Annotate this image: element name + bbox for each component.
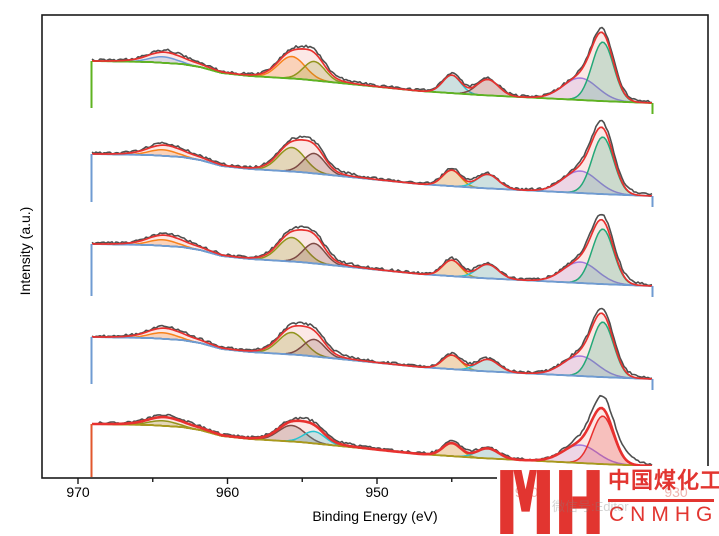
logo-latin-text: CNMHG [609, 503, 719, 526]
x-tick-label-960: 960 [215, 484, 240, 500]
spectrum-4-envelope [91, 312, 653, 380]
x-axis-label: Binding Energy (eV) [312, 508, 438, 524]
y-axis-label: Intensity (a.u.) [17, 206, 33, 296]
spectrum-5-envelope [92, 406, 653, 468]
x-tick-label-970: 970 [66, 484, 90, 500]
mh-monogram-icon [500, 470, 600, 534]
spectrum-2-raw-data [91, 119, 653, 196]
spectrum-2-envelope [91, 126, 653, 197]
spectrum-2-component-fill-7 [92, 154, 652, 196]
spectrum-1-component-fill-8 [92, 42, 652, 103]
spectrum-1-component-fill-7 [92, 61, 652, 103]
brand-logo: 微信号:Editor 中国煤化工 CNMHG [497, 462, 719, 536]
spectrum-1-envelope [91, 31, 653, 104]
spectrum-2-component-fill-8 [92, 137, 652, 196]
spectrum-5-component-fill-7 [92, 424, 652, 466]
spectrum-3-envelope [91, 218, 653, 287]
spectrum-4-raw-data [91, 307, 653, 380]
spectrum-4-component-fill-8 [92, 322, 652, 379]
logo-underline [608, 499, 714, 502]
spectrum-3-component-fill-7 [92, 244, 652, 286]
spectrum-4-component-fill-7 [92, 337, 652, 379]
x-tick-label-950: 950 [365, 484, 389, 500]
watermark-text: 微信号:Editor [552, 499, 629, 514]
plot-frame [41, 14, 709, 479]
faint-x-tick-label-930: 930 [664, 484, 688, 500]
spectrum-5-component-fill-8 [92, 416, 652, 466]
spectrum-3-component-fill-8 [92, 229, 652, 286]
logo-chinese-text: 中国煤化工 [608, 468, 719, 493]
